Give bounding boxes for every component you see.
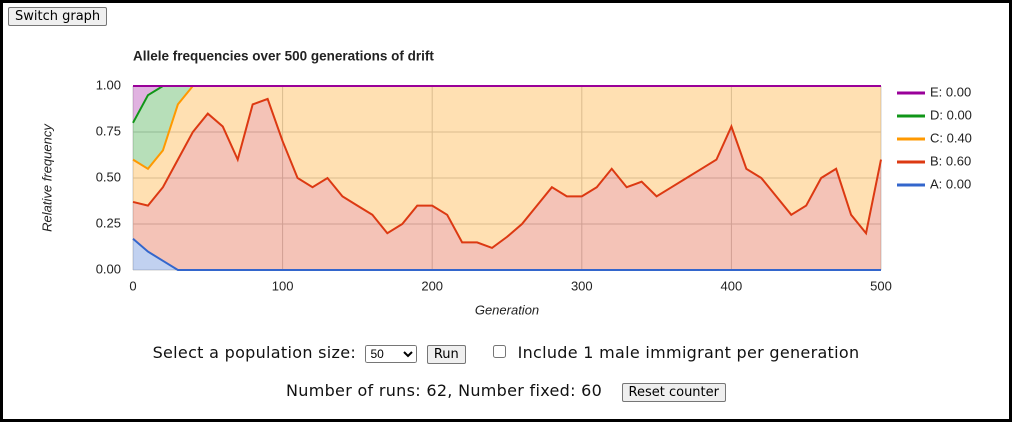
switch-graph-button[interactable]: Switch graph xyxy=(8,7,108,26)
immigrant-checkbox[interactable] xyxy=(493,345,507,358)
legend-label: C: 0.40 xyxy=(930,130,972,145)
series-line xyxy=(132,237,881,271)
x-tick-label: 200 xyxy=(421,278,443,293)
run-button[interactable]: Run xyxy=(426,345,466,364)
y-tick-label: 0.00 xyxy=(96,261,121,276)
area-fill xyxy=(133,86,881,248)
x-tick-label: 0 xyxy=(129,278,136,293)
x-tick-label: 400 xyxy=(721,278,743,293)
y-tick-label: 0.75 xyxy=(96,123,121,138)
counter-row: Number of runs: 62, Number fixed: 60 Res… xyxy=(3,381,1009,402)
legend-label: B: 0.60 xyxy=(930,153,971,168)
chart-title: Allele frequencies over 500 generations … xyxy=(133,49,434,64)
reset-button[interactable]: Reset counter xyxy=(621,383,726,402)
chart: Allele frequencies over 500 generations … xyxy=(39,49,972,318)
x-axis-label: Generation xyxy=(475,302,539,317)
controls-row: Select a population size: 50 Run Include… xyxy=(3,343,1009,364)
y-tick-label: 0.50 xyxy=(96,169,121,184)
y-axis-label: Relative frequency xyxy=(39,123,54,232)
counter-text: Number of runs: 62, Number fixed: 60 xyxy=(286,381,603,400)
x-tick-label: 500 xyxy=(870,278,892,293)
legend-label: A: 0.00 xyxy=(930,176,971,191)
y-tick-label: 0.25 xyxy=(96,215,121,230)
series-line xyxy=(132,97,882,250)
y-tick-label: 1.00 xyxy=(96,77,121,92)
population-label: Select a population size: xyxy=(152,343,357,362)
immigrant-label: Include 1 male immigrant per generation xyxy=(517,343,860,362)
legend-label: D: 0.00 xyxy=(930,107,972,122)
legend-label: E: 0.00 xyxy=(930,84,971,99)
x-tick-label: 100 xyxy=(272,278,294,293)
area-fill xyxy=(133,98,881,270)
x-tick-label: 300 xyxy=(571,278,593,293)
population-select[interactable]: 50 xyxy=(365,345,418,363)
